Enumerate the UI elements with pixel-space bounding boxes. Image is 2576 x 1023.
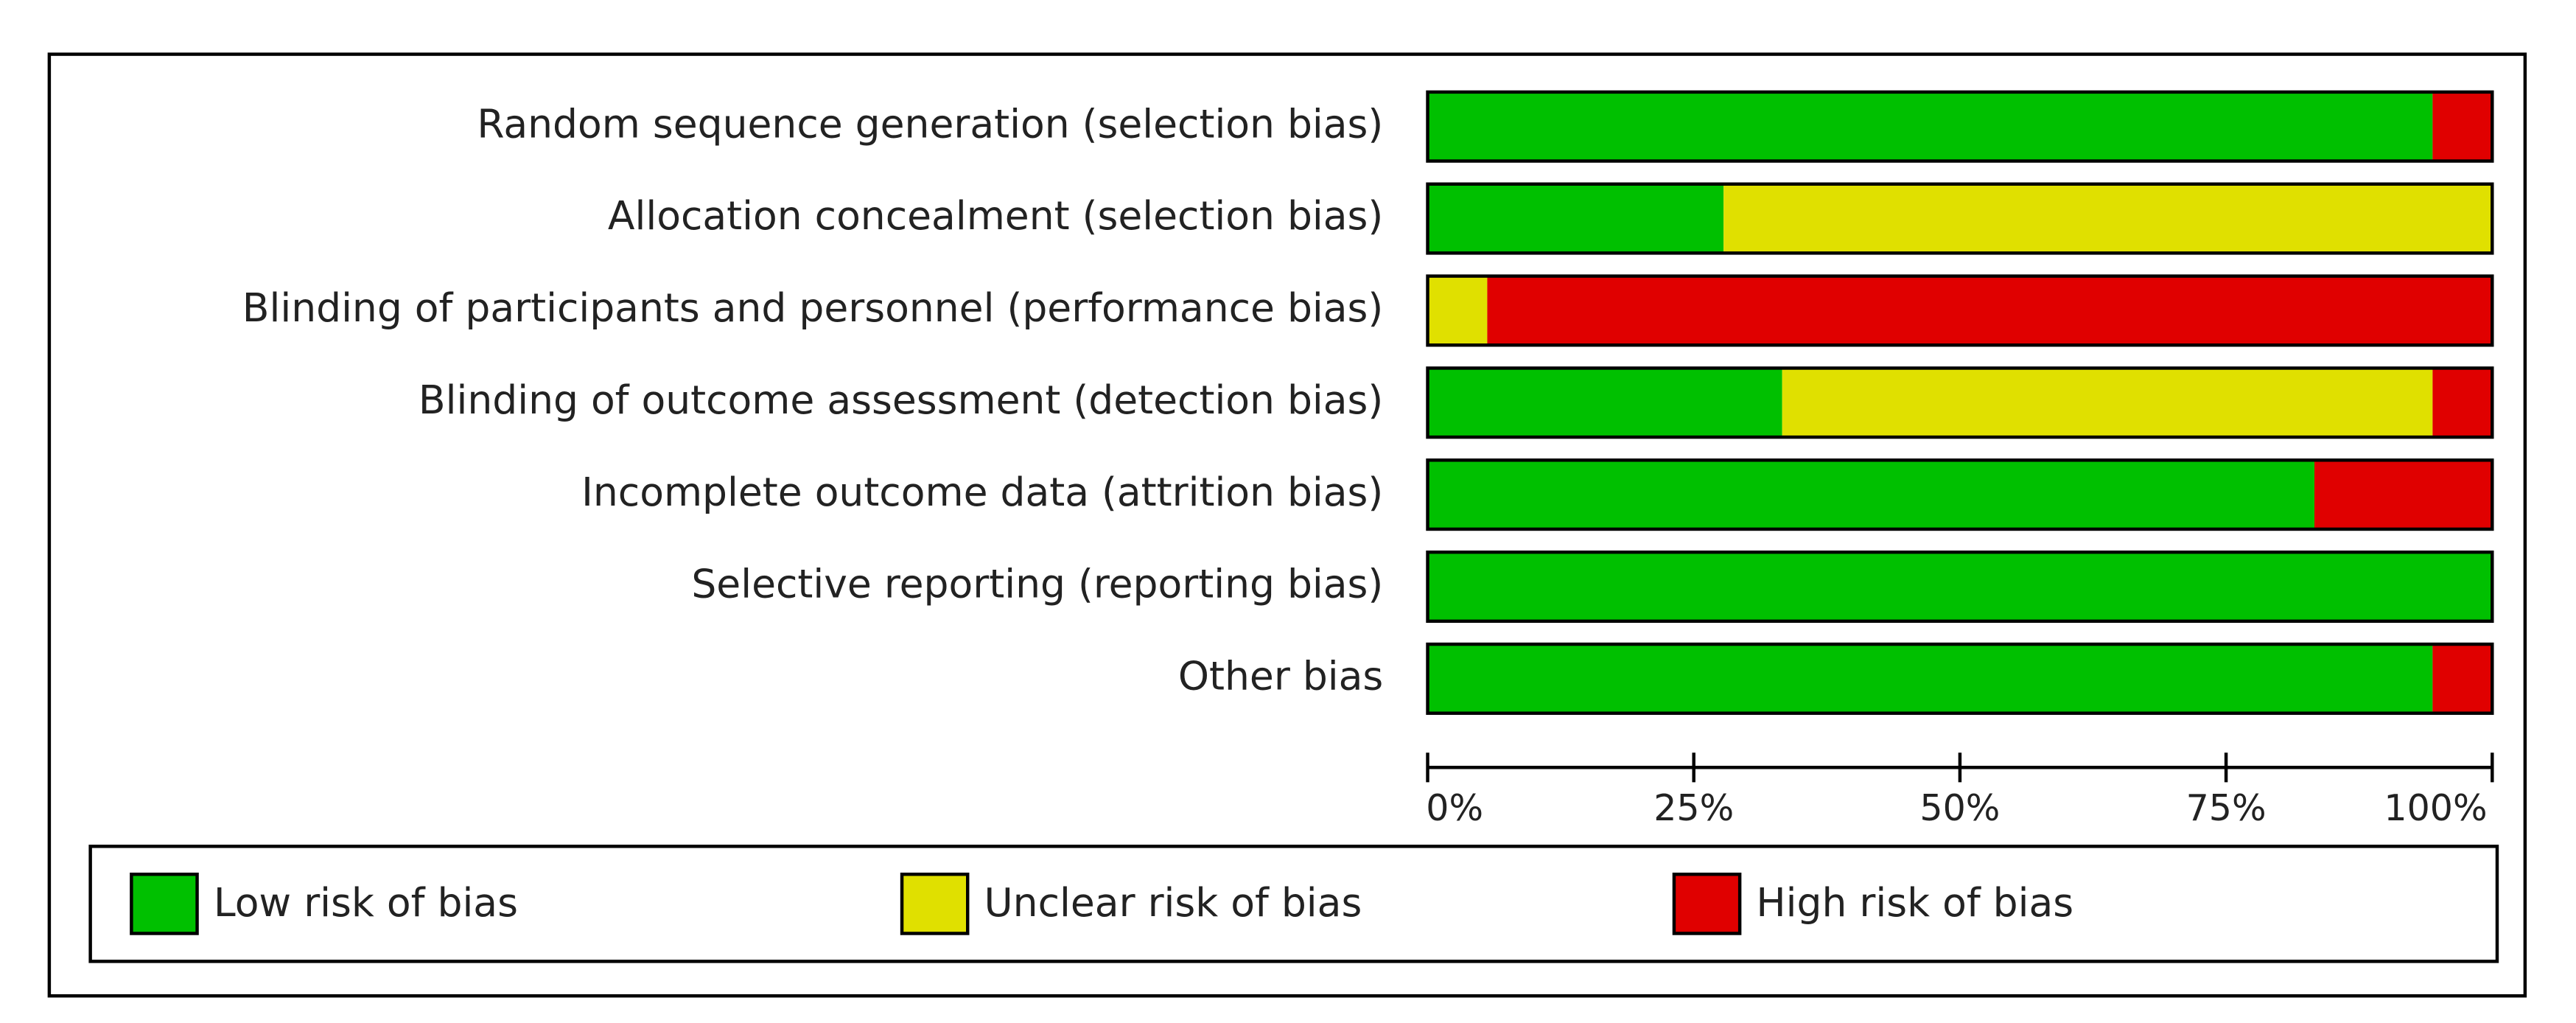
bar-segment <box>1427 184 1724 254</box>
category-label: Blinding of outcome assessment (detectio… <box>419 377 1383 423</box>
bar-segment <box>1427 460 2315 529</box>
bar-segment <box>1427 368 1782 438</box>
x-tick-label: 50% <box>1919 786 2000 829</box>
x-tick-label: 0% <box>1426 786 1483 829</box>
legend-swatch <box>1672 872 1742 935</box>
legend-box <box>88 845 2499 963</box>
x-tick-label: 75% <box>2186 786 2267 829</box>
bar-outline <box>1426 642 2494 715</box>
bar-segment <box>1487 276 2493 346</box>
legend-swatch <box>900 872 970 935</box>
x-tick-label: 100% <box>2384 786 2487 829</box>
category-label: Random sequence generation (selection bi… <box>477 100 1383 147</box>
bar-outline <box>1426 366 2494 439</box>
legend-label: Low risk of bias <box>214 879 518 926</box>
x-tick-label: 25% <box>1653 786 1734 829</box>
frame <box>47 52 2527 998</box>
legend-label: Unclear risk of bias <box>984 879 1362 926</box>
bar-outline <box>1426 274 2494 347</box>
bar-outline <box>1426 182 2494 255</box>
legend-swatch <box>130 872 199 935</box>
legend-label: High risk of bias <box>1756 879 2073 926</box>
bar-segment <box>1427 552 2493 621</box>
bar-outline <box>1426 458 2494 531</box>
bar-segment <box>1427 644 2433 713</box>
bar-outline <box>1426 90 2494 163</box>
bar-segment <box>1782 368 2433 438</box>
category-label: Selective reporting (reporting bias) <box>691 561 1383 607</box>
category-label: Blinding of participants and personnel (… <box>242 284 1384 331</box>
bar-segment <box>1427 91 2433 161</box>
category-label: Incomplete outcome data (attrition bias) <box>581 469 1383 515</box>
bar-segment <box>1723 184 2493 254</box>
bar-segment <box>2314 460 2493 529</box>
category-label: Other bias <box>1178 653 1383 699</box>
bar-segment <box>1427 276 1488 346</box>
bar-segment <box>2432 368 2493 438</box>
bar-segment <box>2432 91 2493 161</box>
bar-outline <box>1426 550 2494 624</box>
category-label: Allocation concealment (selection bias) <box>608 192 1383 239</box>
bar-segment <box>2432 644 2493 713</box>
